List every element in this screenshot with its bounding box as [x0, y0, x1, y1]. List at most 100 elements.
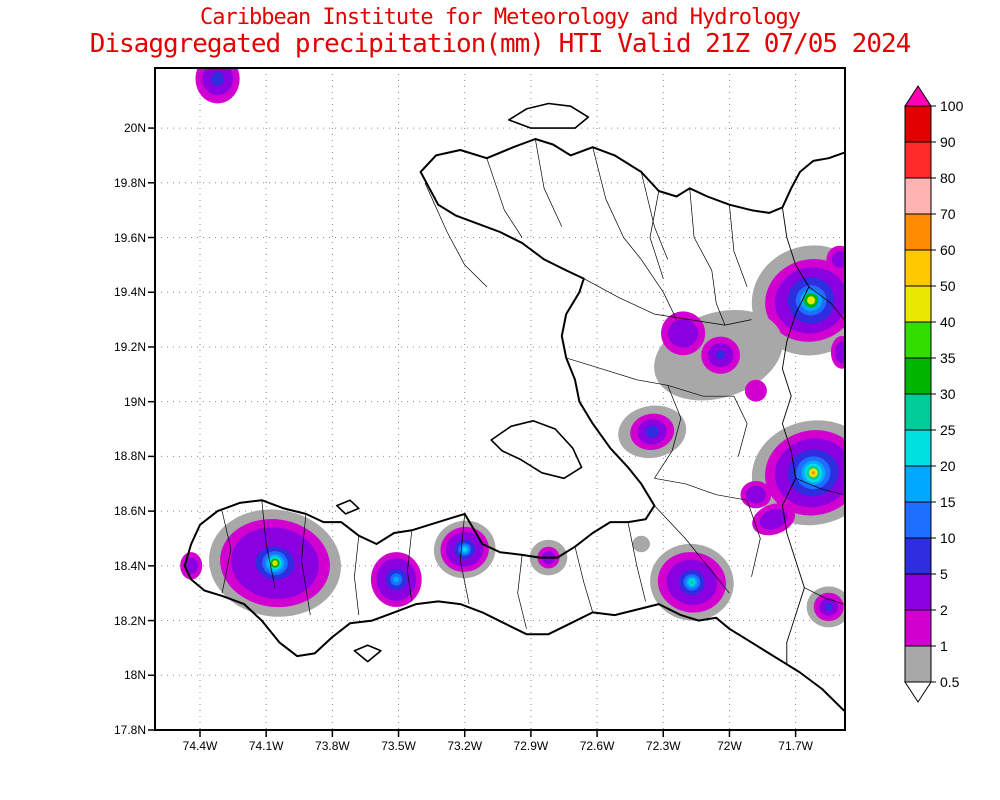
colorbar-label: 25 [940, 422, 956, 438]
colorbar-label: 30 [940, 386, 956, 402]
haiti-map-plot [148, 67, 846, 737]
admin-boundary [486, 158, 523, 238]
precip-cell-grand-anse-cell [209, 509, 341, 617]
colorbar-segment [904, 285, 932, 323]
colorbar-label: 1 [940, 638, 948, 654]
admin-boundary [795, 477, 845, 496]
lon-tick-label: 73.2W [447, 739, 483, 753]
map-frame [154, 67, 846, 731]
admin-boundary [583, 278, 752, 326]
admin-boundary [574, 546, 594, 613]
lon-tick-label: 74.1W [248, 739, 284, 753]
precip-cell-sud-est-cell [650, 543, 734, 621]
institute-title: Caribbean Institute for Meteorology and … [199, 5, 801, 30]
lat-tick-label: 19.2N [113, 339, 146, 354]
colorbar-arrow-bottom [904, 681, 932, 703]
colorbar-segment [904, 249, 932, 287]
precip-cell-sud-cell [370, 552, 422, 607]
lon-tick-label: 72.3W [645, 739, 681, 753]
lon-tick-label: 74.4W [182, 739, 218, 753]
colorbar-segment [904, 465, 932, 503]
admin-boundary [804, 587, 845, 605]
island-coastline [508, 102, 590, 129]
admin-boundary [729, 204, 748, 287]
precip-cell-northeast-edge-cell [826, 245, 845, 274]
lat-tick-label: 19N [123, 394, 146, 409]
precip-cell-central-north-cell-c [744, 379, 767, 402]
precip-cell-east-cell-west-lobe [740, 481, 772, 509]
colorbar-label: 100 [940, 98, 964, 114]
lat-tick-label: 18.8N [113, 449, 146, 464]
colorbar-label: 20 [940, 458, 956, 474]
colorbar-label: 2 [940, 602, 948, 618]
lat-tick-label: 18.6N [113, 504, 146, 519]
lat-tick-label: 17.8N [113, 723, 146, 737]
admin-boundary [534, 138, 563, 227]
lat-tick-label: 19.6N [113, 230, 146, 245]
colorbar-segment [904, 537, 932, 575]
admin-boundary [746, 500, 761, 577]
admin-boundary [627, 522, 646, 602]
colorbar-segment [904, 393, 932, 431]
colorbar-segment [904, 177, 932, 215]
colorbar-segment [904, 501, 932, 539]
admin-boundary [654, 505, 730, 594]
admin-boundary [459, 513, 470, 605]
colorbar-segment [904, 609, 932, 647]
admin-boundary [654, 477, 748, 501]
admin-boundary [592, 147, 642, 260]
lat-tick-label: 18.4N [113, 558, 146, 573]
colorbar-label: 10 [940, 530, 956, 546]
admin-boundary [689, 188, 713, 271]
admin-boundary [711, 270, 726, 326]
colorbar-segment [904, 105, 932, 143]
haiti-dr-border [781, 207, 810, 665]
island-coastline [336, 499, 360, 515]
gridlines [155, 68, 845, 731]
colorbar-segment [904, 357, 932, 395]
colorbar-label: 40 [940, 314, 956, 330]
admin-boundary [654, 385, 682, 479]
admin-boundary [261, 500, 276, 588]
precip-cell-small-gray-cell [632, 535, 650, 553]
lon-tick-label: 72W [717, 739, 742, 753]
colorbar-arrow-top [904, 85, 932, 107]
lat-tick-label: 19.8N [113, 175, 146, 190]
lat-tick-label: 19.4N [113, 285, 146, 300]
colorbar-label: 70 [940, 206, 956, 222]
colorbar-segment [904, 213, 932, 251]
precip-cell-central-north-cell-a [661, 311, 706, 356]
admin-boundary [517, 554, 527, 629]
colorbar-label: 50 [940, 278, 956, 294]
precip-cell-northeast-edge-cell-2 [830, 336, 845, 369]
colorbar-segment [904, 141, 932, 179]
precip-cell-nw-offshore-cell [195, 68, 240, 104]
product-title: Disaggregated precipitation(mm) HTI Vali… [89, 29, 912, 59]
admin-boundary [733, 396, 748, 457]
coastline [183, 138, 845, 712]
map-lines [183, 102, 845, 712]
axis-ticks [148, 127, 797, 737]
admin-boundary [566, 357, 734, 397]
precip-cell-west-edge-cell [180, 552, 203, 580]
colorbar-segment [904, 573, 932, 611]
colorbar-segment [904, 645, 932, 683]
colorbar-label: 90 [940, 134, 956, 150]
lat-tick-label: 18.2N [113, 613, 146, 628]
lon-tick-label: 72.9W [513, 739, 549, 753]
colorbar-label: 35 [940, 350, 956, 366]
island-coastline [353, 644, 382, 663]
colorbar-label: 80 [940, 170, 956, 186]
precip-cell-central-north-cell-b [701, 336, 740, 374]
precip-cell-nippes-cell [433, 520, 496, 579]
colorbar-label: 15 [940, 494, 956, 510]
admin-boundary [649, 190, 664, 279]
colorbar-legend: 100 90 80 70 60 50 40 35 30 25 20 15 10 5 2 1 0.5 [904, 85, 964, 703]
admin-boundary [221, 511, 232, 594]
lon-tick-label: 72.6W [579, 739, 615, 753]
admin-boundary [407, 530, 413, 602]
lon-tick-label: 73.8W [315, 739, 350, 753]
precip-cell-artibonite-cell [618, 405, 687, 459]
precip-cell-east-cell-south-band [752, 503, 795, 536]
